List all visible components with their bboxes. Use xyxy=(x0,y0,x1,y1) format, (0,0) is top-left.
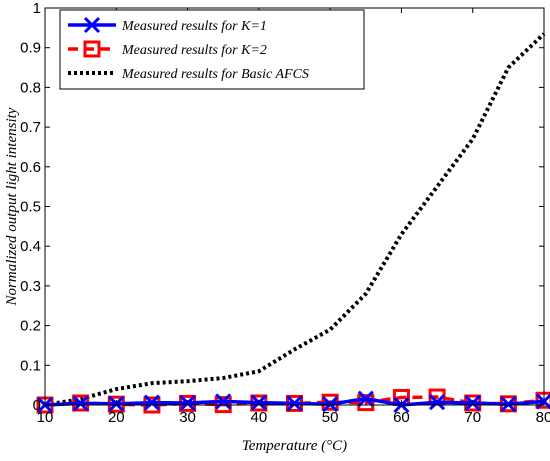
legend-label: Measured results for K=2 xyxy=(121,43,267,58)
x-tick-label: 70 xyxy=(464,409,481,426)
y-tick-label: 0.7 xyxy=(20,119,41,136)
series-line xyxy=(44,32,546,407)
data-point-marker xyxy=(215,393,232,410)
y-tick-label: 0.9 xyxy=(20,40,41,57)
series-1 xyxy=(36,390,550,414)
x-tick-label: 20 xyxy=(108,409,125,426)
series-layer xyxy=(36,32,550,414)
data-point-marker xyxy=(83,16,101,34)
x-tick-label: 60 xyxy=(393,409,410,426)
data-point-marker xyxy=(72,395,89,412)
x-tick-label: 30 xyxy=(179,409,196,426)
legend-label: Measured results for K=1 xyxy=(121,19,267,34)
x-tick-label: 80 xyxy=(536,409,550,426)
x-tick-label: 40 xyxy=(251,409,268,426)
data-point-marker xyxy=(500,396,517,413)
data-point-marker xyxy=(83,40,101,58)
data-point-marker xyxy=(286,395,303,412)
ticks-layer: 10 20 30 40 50 60 70 80 0 0.1 0.2 0.3 0.4 0.5 0.6 0.7 0.… xyxy=(20,0,550,426)
legend-entry: Measured results for K=1 xyxy=(68,16,267,34)
legend-entry: Measured results for K=2 xyxy=(68,40,267,58)
data-point-marker xyxy=(429,394,446,411)
legend-label: Measured results for Basic AFCS xyxy=(121,67,309,82)
y-tick-label: 0 xyxy=(33,397,41,414)
data-point-marker xyxy=(143,394,160,411)
series-3 xyxy=(44,32,546,407)
y-tick-label: 0.3 xyxy=(20,278,41,295)
y-tick-label: 0.6 xyxy=(20,159,41,176)
y-tick-label: 0.8 xyxy=(20,79,41,96)
legend: Measured results for K=1 Measured results… xyxy=(59,9,365,90)
legend-box xyxy=(59,9,365,90)
y-tick-label: 0.1 xyxy=(20,357,41,374)
y-tick-label: 0.2 xyxy=(20,318,41,335)
data-point-marker xyxy=(357,394,375,412)
y-tick-label: 0.4 xyxy=(20,238,41,255)
x-tick-label: 50 xyxy=(322,409,339,426)
y-axis-label: Normalized output light intensity xyxy=(4,107,20,306)
legend-entry: Measured results for Basic AFCS xyxy=(68,67,309,82)
x-axis-label: Temperature (°C) xyxy=(242,438,347,454)
x-tick-label: 10 xyxy=(37,409,54,426)
y-tick-label: 0.5 xyxy=(20,199,41,216)
data-point-marker xyxy=(357,390,374,407)
y-tick-label: 1 xyxy=(33,0,41,17)
